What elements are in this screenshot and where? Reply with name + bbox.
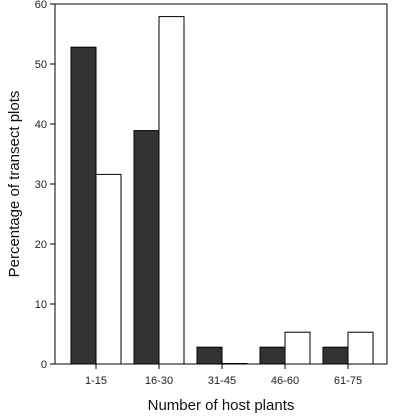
x-tick-label: 16-30 (145, 375, 173, 387)
bar (70, 46, 97, 365)
bars (70, 16, 374, 365)
bar (259, 346, 286, 365)
x-tick-label: 1-15 (85, 375, 107, 387)
bar (322, 346, 349, 365)
bar (196, 346, 223, 365)
bar (95, 173, 122, 365)
x-tick-label: 61-75 (334, 375, 362, 387)
y-tick-label: 10 (35, 299, 47, 311)
y-tick-label: 20 (35, 239, 47, 251)
x-tick-label: 46-60 (271, 375, 299, 387)
y-tick-label: 40 (35, 119, 47, 131)
bar (133, 130, 160, 365)
y-tick-label: 0 (41, 359, 47, 371)
x-tick-label: 31-45 (208, 375, 236, 387)
bar (221, 363, 248, 365)
x-axis-title: Number of host plants (148, 397, 295, 414)
y-tick-label: 30 (35, 179, 47, 191)
bar (284, 331, 311, 365)
bar (158, 16, 185, 365)
y-tick-label: 60 (35, 0, 47, 11)
y-axis-title: Percentage of transect plots (6, 91, 23, 278)
x-axis: 1-15 16-30 31-45 46-60 61-75 (85, 364, 362, 387)
y-tick-label: 50 (35, 59, 47, 71)
y-axis: 0 10 20 30 40 50 60 (35, 0, 55, 371)
bar (347, 331, 374, 365)
